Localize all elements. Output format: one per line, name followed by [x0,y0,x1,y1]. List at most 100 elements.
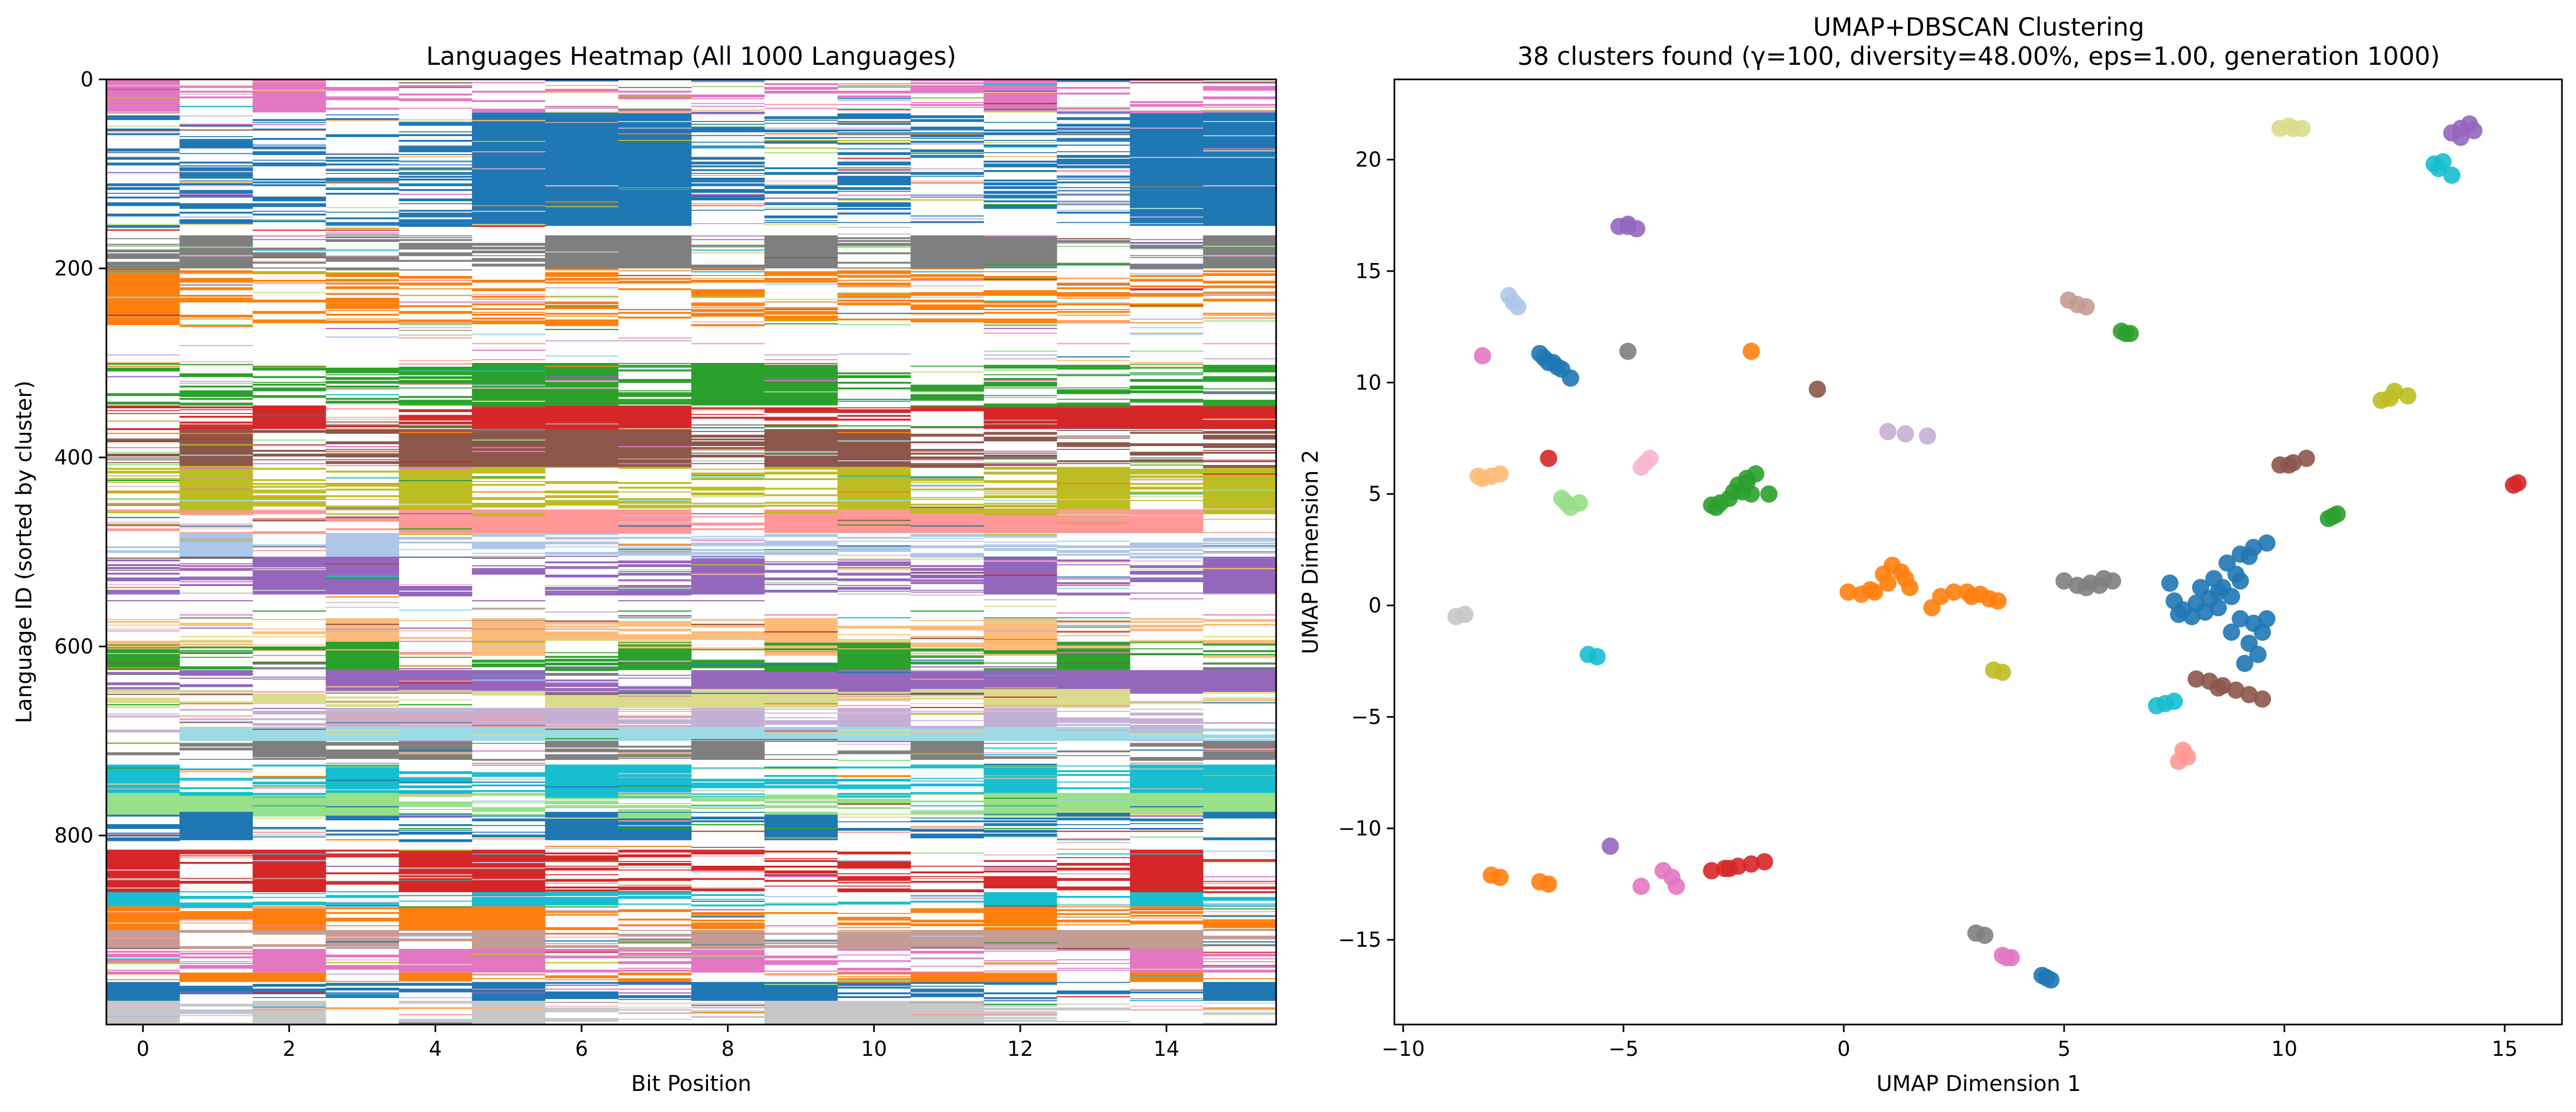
heatmap-cell-stripe [911,149,984,152]
heatmap-cell-stripe [837,284,911,287]
heatmap-cell-stripe [1056,373,1130,375]
heatmap-cell-stripe [179,651,253,652]
heatmap-cell-stripe [1056,284,1130,286]
heatmap-cell-stripe [252,506,326,507]
heatmap-cell-stripe [471,211,545,212]
heatmap-cell-block [764,363,838,406]
scatter-point [2280,117,2298,135]
heatmap-cell-stripe [691,309,765,312]
heatmap-cell-stripe [545,915,619,916]
heatmap-cell-stripe [764,488,838,489]
heatmap-cell-stripe [691,619,765,621]
heatmap-cell-stripe [1130,248,1204,250]
heatmap-cell-stripe [545,301,619,305]
heatmap-cell-stripe [983,294,1057,296]
heatmap-cell-stripe [179,726,253,728]
heatmap-cell-stripe [837,222,911,223]
heatmap-cell-stripe [1203,952,1277,953]
heatmap-cell-stripe [471,600,545,602]
heatmap-cell-stripe [618,127,692,129]
heatmap-cell-stripe [691,624,765,626]
heatmap-cell-stripe [911,643,984,646]
heatmap-cell-stripe [471,429,545,430]
heatmap-cell-stripe [1130,483,1204,485]
heatmap-cell-stripe [911,881,984,883]
heatmap-cell-stripe [911,144,984,145]
heatmap-cell-stripe [399,383,473,385]
heatmap-cell-stripe [983,836,1057,838]
heatmap-cell-stripe [106,498,180,500]
heatmap-cell-stripe [691,307,765,308]
heatmap-cell-stripe [618,992,692,994]
heatmap-cell-stripe [691,913,765,915]
heatmap-cell-stripe [545,1009,619,1013]
heatmap-cell-stripe [983,639,1057,641]
heatmap-cell-stripe [837,807,911,809]
heatmap-cell-block [1130,764,1204,798]
heatmap-cell-stripe [106,116,180,118]
heatmap-cell-stripe [545,274,619,277]
heatmap-cell-stripe [1130,909,1204,911]
heatmap-cell-stripe [106,698,180,702]
heatmap-cell-stripe [1130,223,1204,225]
heatmap-cell-stripe [106,788,180,790]
heatmap-cell-stripe [252,907,326,909]
heatmap-cell-stripe [911,670,984,671]
heatmap-cell-stripe [252,649,326,650]
heatmap-cell-stripe [106,486,180,487]
heatmap-cell-stripe [1056,410,1130,412]
heatmap-cell-stripe [1056,246,1130,247]
heatmap-cell-stripe [764,543,838,547]
heatmap-cell-stripe [1203,881,1277,882]
heatmap-cell-stripe [911,703,984,704]
heatmap-cell-stripe [911,215,984,217]
heatmap-cell-stripe [837,324,911,326]
heatmap-cell-stripe [691,855,765,857]
heatmap-cell-stripe [399,1001,473,1002]
heatmap-cell-stripe [252,181,326,184]
heatmap-cell-stripe [764,960,838,962]
heatmap-cell-stripe [545,495,619,498]
heatmap-cell-stripe [618,401,692,402]
heatmap-cell-stripe [837,954,911,956]
heatmap-cell-stripe [179,365,253,366]
heatmap-cell-stripe [983,473,1057,475]
heatmap-cell-stripe [179,439,253,440]
heatmap-cell-stripe [106,963,180,965]
heatmap-cell-stripe [837,171,911,172]
heatmap-cell-stripe [764,933,838,935]
scatter-point [2465,122,2483,139]
heatmap-cell-stripe [399,691,473,692]
heatmap-cell-stripe [1130,305,1204,307]
heatmap-cell-stripe [618,590,692,594]
heatmap-cell-stripe [326,896,400,898]
heatmap-cell-stripe [106,878,180,879]
heatmap-cell-stripe [399,269,473,271]
heatmap-cell-stripe [252,992,326,994]
heatmap-cell-stripe [1203,401,1277,403]
heatmap-cell-stripe [911,817,984,819]
heatmap-cell-stripe [179,177,253,179]
heatmap-cell-stripe [618,380,692,383]
scatter-x-tick-label: 15 [2492,1037,2518,1061]
heatmap-cell-stripe [691,477,765,480]
heatmap-cell-stripe [764,488,838,490]
heatmap-cell-stripe [691,552,765,555]
heatmap-cell-stripe [837,240,911,242]
heatmap-cell-block [1056,405,1130,429]
heatmap-cell-stripe [252,729,326,730]
heatmap-cell-stripe [911,778,984,779]
heatmap-cell-stripe [618,949,692,952]
heatmap-cell-stripe [326,995,400,998]
heatmap-cell-stripe [1056,309,1130,310]
heatmap-cell-stripe [911,465,984,468]
heatmap-cell-stripe [326,872,400,874]
heatmap-cell-stripe [837,134,911,136]
heatmap-cell-stripe [764,147,838,149]
heatmap-cell-stripe [911,441,984,443]
heatmap-cell-stripe [545,366,619,367]
heatmap-cell-stripe [691,664,765,666]
heatmap-cell-stripe [911,636,984,639]
heatmap-cell-stripe [179,911,253,913]
heatmap-cell-stripe [1203,465,1277,468]
